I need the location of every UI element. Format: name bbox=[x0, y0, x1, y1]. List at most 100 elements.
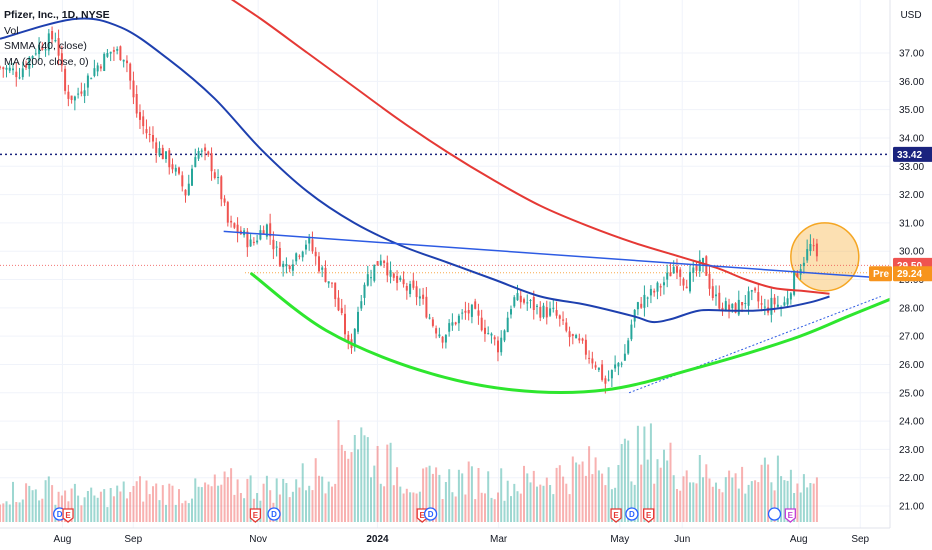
candle-body bbox=[497, 340, 499, 353]
volume-bar bbox=[584, 475, 587, 522]
event-marker[interactable]: D bbox=[267, 507, 281, 521]
volume-bar bbox=[357, 449, 359, 522]
volume-bar bbox=[578, 464, 581, 522]
volume-bar bbox=[679, 490, 682, 522]
volume-bar bbox=[545, 477, 548, 522]
volume-bar bbox=[314, 458, 317, 522]
volume-bar bbox=[262, 483, 265, 522]
candle-body bbox=[578, 338, 581, 341]
candle-body bbox=[503, 330, 506, 341]
candle-body bbox=[324, 267, 327, 282]
volume-bar bbox=[562, 476, 565, 522]
legend-volume[interactable]: Vol bbox=[4, 24, 19, 37]
candle-body bbox=[477, 310, 480, 316]
candle-body bbox=[731, 303, 734, 309]
candle-body bbox=[711, 286, 714, 298]
event-marker[interactable]: E bbox=[784, 508, 796, 523]
candle-body bbox=[435, 328, 438, 334]
volume-bar bbox=[363, 435, 366, 522]
candle-body bbox=[269, 223, 272, 237]
volume-bar bbox=[132, 486, 135, 522]
legend-ma[interactable]: MA (200, close, 0) bbox=[4, 55, 89, 68]
volume-bar bbox=[763, 457, 766, 522]
volume-bar bbox=[607, 467, 610, 522]
volume-bar bbox=[28, 485, 31, 522]
volume-bar bbox=[695, 483, 698, 522]
volume-bar bbox=[776, 455, 779, 522]
candle-body bbox=[184, 189, 187, 196]
volume-bar bbox=[370, 477, 372, 522]
candle-body bbox=[728, 304, 731, 311]
candle-body bbox=[467, 310, 470, 314]
volume-bar bbox=[568, 494, 571, 522]
event-marker[interactable]: D bbox=[625, 507, 639, 521]
volume-bar bbox=[366, 437, 369, 522]
candle-body bbox=[155, 142, 158, 153]
candle-body bbox=[500, 337, 503, 353]
event-marker[interactable]: D bbox=[423, 507, 438, 521]
volume-bar bbox=[721, 492, 724, 522]
volume-bar bbox=[148, 494, 151, 522]
volume-bar bbox=[83, 497, 86, 522]
candle-body bbox=[575, 335, 578, 339]
candle-body bbox=[178, 167, 180, 174]
candle-body bbox=[86, 75, 89, 88]
candle-body bbox=[0, 66, 1, 68]
candle-body bbox=[366, 274, 369, 286]
candle-body bbox=[379, 260, 382, 265]
legend-smma[interactable]: SMMA (40, close) bbox=[4, 40, 87, 52]
volume-bar bbox=[773, 490, 776, 522]
candle-body bbox=[513, 297, 516, 307]
event-marker[interactable] bbox=[767, 507, 782, 521]
candle-body bbox=[536, 305, 538, 307]
volume-bar bbox=[698, 455, 701, 522]
candle-body bbox=[402, 279, 405, 285]
candle-body bbox=[568, 331, 571, 338]
candle-body bbox=[275, 246, 278, 248]
candle-body bbox=[337, 297, 340, 311]
candle-body bbox=[204, 147, 207, 151]
volume-bar bbox=[223, 471, 226, 522]
volume-bar bbox=[448, 469, 451, 522]
event-marker[interactable]: E bbox=[610, 508, 622, 523]
y-tick-label: 25.00 bbox=[899, 388, 924, 399]
candle-body bbox=[464, 310, 467, 313]
legend-symbol[interactable]: Pfizer, Inc., 1D, NYSE bbox=[4, 9, 110, 21]
candle-body bbox=[25, 65, 28, 68]
candle-body bbox=[741, 302, 744, 306]
volume-bar bbox=[747, 484, 750, 522]
cup-curve bbox=[250, 272, 892, 395]
candle-body bbox=[793, 271, 796, 295]
candle-body bbox=[523, 299, 525, 303]
event-marker[interactable]: E bbox=[62, 508, 74, 523]
y-tick-label: 22.00 bbox=[899, 473, 924, 484]
volume-bar bbox=[282, 478, 285, 522]
candle-body bbox=[90, 78, 93, 80]
event-marker[interactable]: E bbox=[643, 508, 655, 523]
pre-tag-text: Pre bbox=[873, 269, 890, 280]
candle-body bbox=[57, 38, 60, 56]
volume-bar bbox=[519, 493, 522, 522]
volume-bar bbox=[405, 488, 408, 522]
candle-body bbox=[474, 301, 477, 309]
candle-body bbox=[588, 357, 591, 359]
candle-body bbox=[139, 112, 141, 120]
candle-body bbox=[54, 40, 57, 42]
volume-bar bbox=[604, 485, 607, 522]
candle-body bbox=[490, 333, 493, 336]
volume-bar bbox=[57, 491, 60, 522]
candle-body bbox=[510, 309, 512, 315]
y-tick-label: 31.00 bbox=[899, 218, 924, 229]
candle-body bbox=[770, 297, 773, 315]
volume-bar bbox=[754, 480, 757, 522]
candle-body bbox=[529, 300, 532, 301]
event-marker[interactable]: E bbox=[249, 508, 262, 523]
volume-bar bbox=[737, 488, 740, 522]
volume-bar bbox=[614, 487, 617, 522]
volume-bar bbox=[676, 489, 678, 522]
volume-bar bbox=[337, 420, 340, 522]
candle-body bbox=[41, 46, 44, 50]
candle-body bbox=[643, 294, 646, 308]
